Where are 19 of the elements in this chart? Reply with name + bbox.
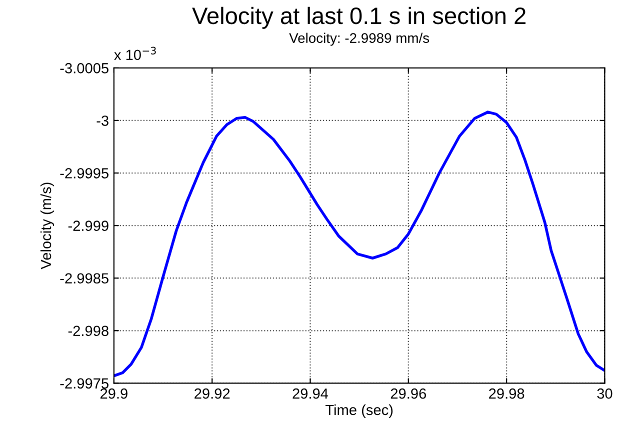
- x-axis-title: Time (sec): [325, 404, 393, 418]
- line-series: [114, 110, 605, 378]
- x-tick-label: 29.94: [292, 388, 328, 399]
- y-tick-label: -2.9995: [60, 168, 108, 178]
- y-tick-label: -2.9985: [60, 273, 108, 284]
- y-tick-label: -2.998: [68, 326, 108, 336]
- y-tick-label: -3: [96, 116, 108, 126]
- x-tick-label: 29.9: [100, 388, 128, 399]
- y-tick-label: -3.0005: [60, 63, 108, 74]
- chart-title: Velocity at last 0.1 s in section 2: [192, 6, 526, 29]
- x-tick-label: 29.92: [194, 388, 230, 399]
- y-axis-title: Velocity (m/s): [40, 182, 54, 270]
- chart-subtitle: Velocity: -2.9989 mm/s: [289, 32, 430, 46]
- x-tick-label: 30: [597, 388, 612, 399]
- y-tick-label: -2.9975: [60, 378, 108, 389]
- x-tick-label: 29.96: [390, 388, 426, 399]
- x-tick-label: 29.98: [489, 388, 524, 399]
- text: x 10$^{−3}$: [114, 46, 156, 60]
- y-tick-label: -2.999: [68, 220, 108, 231]
